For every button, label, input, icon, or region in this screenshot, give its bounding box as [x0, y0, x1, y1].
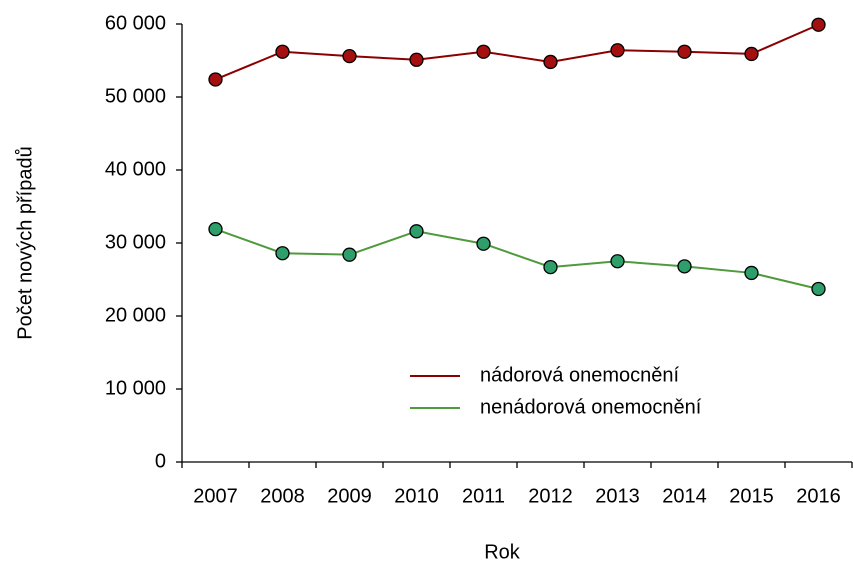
x-tick-label: 2009	[327, 485, 372, 507]
x-tick-label: 2014	[662, 485, 707, 507]
legend-label: nádorová onemocnění	[480, 364, 679, 386]
y-tick-label: 60 000	[105, 12, 166, 34]
series-line	[215, 228, 819, 290]
point	[610, 254, 625, 269]
point	[744, 46, 759, 62]
point	[677, 259, 692, 274]
point	[543, 259, 558, 275]
point	[409, 224, 424, 239]
x-tick-label: 2013	[595, 485, 640, 507]
x-tick-label: 2016	[796, 485, 841, 507]
x-tick-label: 2010	[394, 485, 439, 507]
y-tick-label: 20 000	[105, 304, 166, 326]
x-tick-label: 2012	[528, 485, 573, 507]
x-axis-label: Rok	[484, 541, 521, 563]
y-tick-label: 0	[155, 450, 166, 472]
x-tick-label: 2015	[729, 485, 774, 507]
legend-label: nenádorová onemocnění	[480, 396, 702, 418]
y-tick-label: 30 000	[105, 231, 166, 253]
x-tick-label: 2008	[260, 485, 305, 507]
point	[409, 52, 424, 67]
point	[208, 221, 223, 237]
point	[275, 246, 290, 261]
point	[208, 72, 223, 87]
point	[610, 43, 625, 58]
y-tick-label: 40 000	[105, 158, 166, 180]
y-tick-label: 50 000	[105, 85, 166, 107]
series-line	[215, 23, 819, 81]
point	[811, 17, 826, 32]
point	[342, 48, 357, 64]
point	[342, 247, 357, 262]
x-tick-label: 2007	[193, 485, 238, 507]
point	[543, 54, 558, 70]
point	[677, 44, 692, 59]
y-axis-label: Počet nových případů	[14, 146, 36, 339]
point	[811, 281, 826, 297]
x-tick-label: 2011	[462, 485, 505, 507]
y-tick-label: 10 000	[105, 377, 166, 399]
point	[476, 44, 491, 59]
point	[744, 265, 759, 281]
point	[275, 44, 290, 59]
point	[476, 236, 491, 251]
